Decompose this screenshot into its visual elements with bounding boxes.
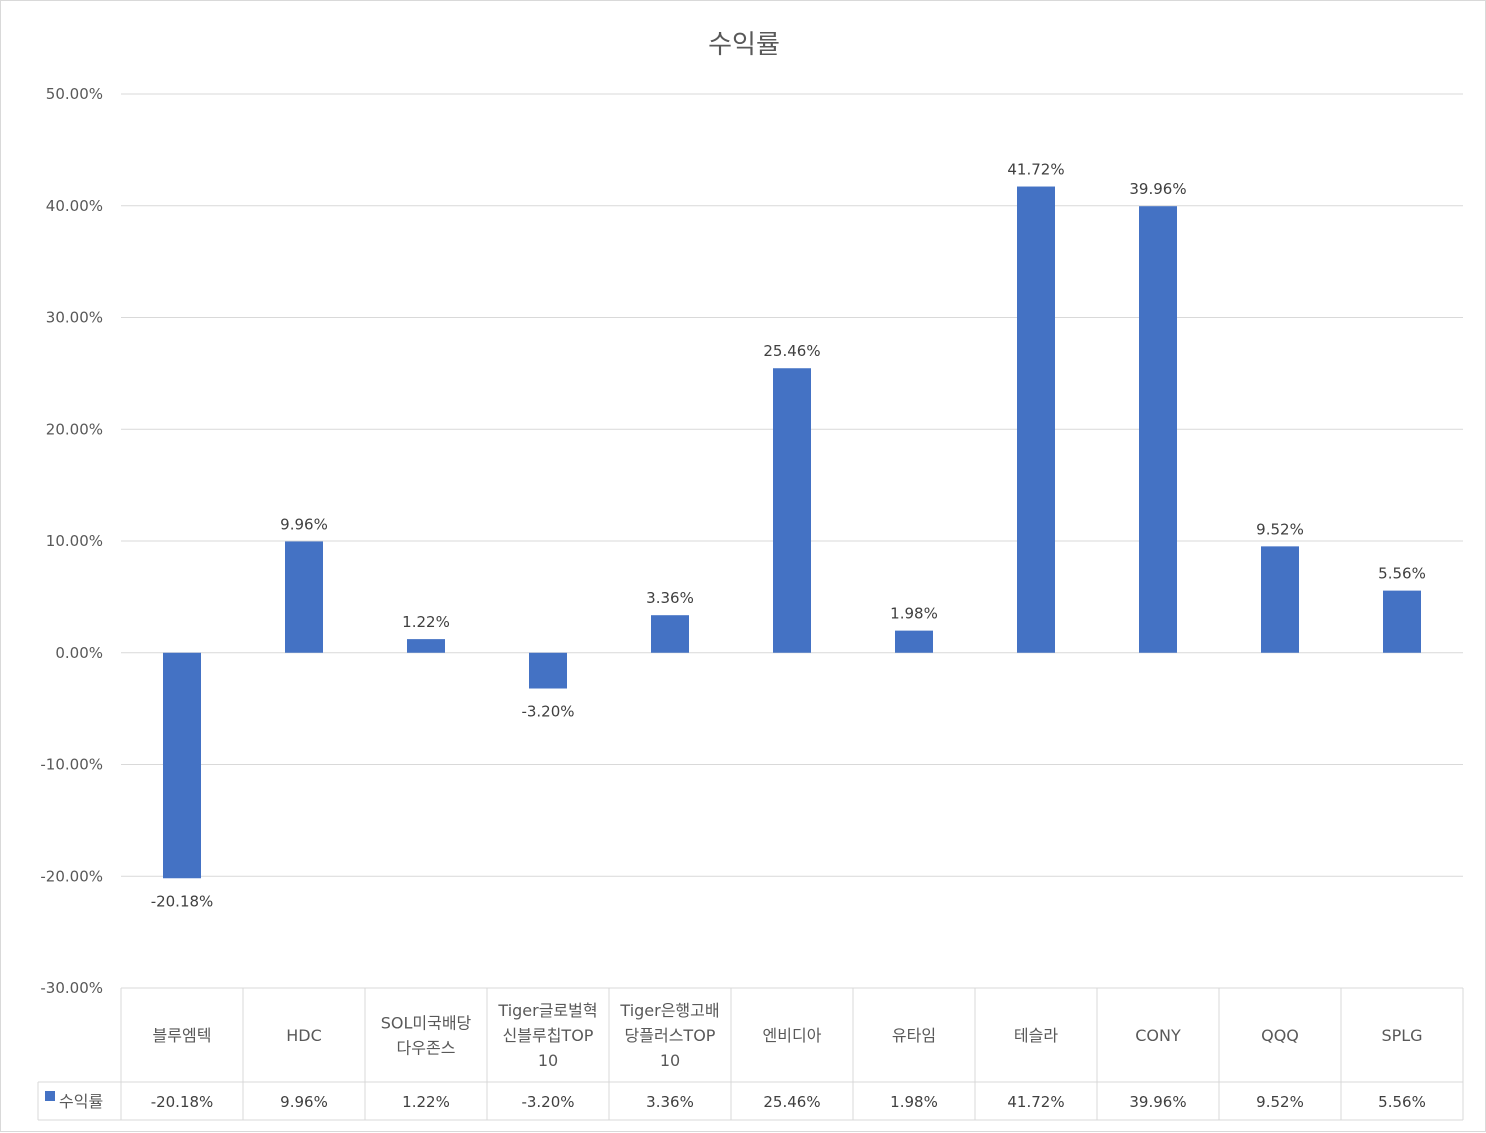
y-axis-ticks: 50.00% 40.00% 30.00% 20.00% 10.00% 0.00% -10.0… bbox=[40, 85, 103, 997]
category-label: 엔비디아 bbox=[763, 1026, 822, 1045]
category-label: QQQ bbox=[1261, 1026, 1299, 1045]
table-value: 25.46% bbox=[763, 1093, 820, 1111]
y-tick-label: 0.00% bbox=[55, 644, 103, 662]
category-label: 신블루칩TOP bbox=[503, 1026, 594, 1045]
table-value: -20.18% bbox=[151, 1093, 214, 1111]
category-label: Tiger글로벌혁 bbox=[497, 1001, 597, 1020]
data-label: 39.96% bbox=[1129, 180, 1186, 198]
data-labels: -20.18% 9.96% 1.22% -3.20% 3.36% 25.46% 1.98% 4… bbox=[151, 161, 1426, 911]
data-label: 1.98% bbox=[890, 605, 938, 623]
table-value: 39.96% bbox=[1129, 1093, 1186, 1111]
bar bbox=[1139, 206, 1177, 653]
legend-series-name: 수익률 bbox=[59, 1092, 103, 1111]
bar bbox=[407, 639, 445, 653]
table-value: -3.20% bbox=[521, 1093, 574, 1111]
bar bbox=[651, 615, 689, 653]
y-tick-label: 50.00% bbox=[46, 85, 103, 103]
data-label: -20.18% bbox=[151, 892, 214, 910]
data-label: 1.22% bbox=[402, 613, 450, 631]
bar bbox=[1017, 186, 1055, 653]
y-tick-label: -20.00% bbox=[40, 867, 103, 885]
data-label: 41.72% bbox=[1007, 161, 1064, 179]
bar bbox=[285, 541, 323, 653]
data-label: 9.52% bbox=[1256, 520, 1304, 538]
bars bbox=[163, 186, 1421, 879]
category-label: 블루엠텍 bbox=[153, 1026, 212, 1045]
data-label: 25.46% bbox=[763, 342, 820, 360]
y-tick-label: 10.00% bbox=[46, 532, 103, 550]
data-label: 9.96% bbox=[280, 515, 328, 533]
category-label: 유타임 bbox=[892, 1026, 936, 1045]
category-label: HDC bbox=[286, 1026, 322, 1045]
category-label: Tiger은행고배 bbox=[619, 1001, 719, 1020]
chart-title: 수익률 bbox=[708, 30, 780, 60]
y-tick-label: -30.00% bbox=[40, 979, 103, 997]
y-tick-label: 20.00% bbox=[46, 420, 103, 438]
bar bbox=[773, 368, 811, 653]
table-value: 1.22% bbox=[402, 1093, 450, 1111]
category-label: SOL미국배당 bbox=[381, 1014, 472, 1033]
category-label: 테슬라 bbox=[1014, 1026, 1058, 1045]
category-label: 10 bbox=[538, 1051, 558, 1070]
legend-swatch bbox=[45, 1091, 55, 1101]
bar bbox=[163, 652, 201, 879]
category-label: 당플러스TOP bbox=[625, 1026, 716, 1045]
data-label: -3.20% bbox=[521, 703, 574, 721]
table-value: 1.98% bbox=[890, 1093, 938, 1111]
category-label: SPLG bbox=[1381, 1026, 1422, 1045]
bar bbox=[1261, 546, 1299, 653]
category-label: CONY bbox=[1135, 1026, 1181, 1045]
table-value: 5.56% bbox=[1378, 1093, 1426, 1111]
data-label: 5.56% bbox=[1378, 565, 1426, 583]
category-label: 10 bbox=[660, 1051, 680, 1070]
y-tick-label: 40.00% bbox=[46, 197, 103, 215]
table-value: 41.72% bbox=[1007, 1093, 1064, 1111]
table-value: 9.96% bbox=[280, 1093, 328, 1111]
bar bbox=[1383, 590, 1421, 653]
y-tick-label: 30.00% bbox=[46, 309, 103, 327]
category-label: 다우존스 bbox=[397, 1039, 456, 1058]
bar bbox=[529, 652, 567, 689]
bar bbox=[895, 630, 933, 653]
data-label: 3.36% bbox=[646, 589, 694, 607]
table-value: 3.36% bbox=[646, 1093, 694, 1111]
table-value: 9.52% bbox=[1256, 1093, 1304, 1111]
y-tick-label: -10.00% bbox=[40, 756, 103, 774]
